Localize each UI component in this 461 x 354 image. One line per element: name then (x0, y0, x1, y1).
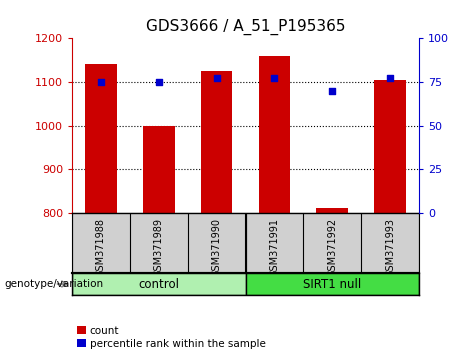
Point (271, 75, 278, 81)
Bar (316, 208, 348, 213)
Legend: count, percentile rank within the sample: count, percentile rank within the sample (77, 326, 266, 349)
Bar (143, 126, 175, 213)
Text: GSM371992: GSM371992 (327, 218, 337, 277)
Bar (85, 64, 117, 213)
Point (329, 88, 336, 93)
Bar (374, 80, 406, 213)
Point (386, 75, 394, 81)
Text: GSM371990: GSM371990 (212, 218, 222, 277)
Point (97, 79, 105, 85)
Text: GSM371988: GSM371988 (96, 218, 106, 277)
Text: GSM371993: GSM371993 (385, 218, 395, 277)
Point (213, 75, 220, 81)
Text: SIRT1 null: SIRT1 null (303, 278, 361, 291)
Point (155, 79, 162, 85)
Text: GSM371991: GSM371991 (269, 218, 279, 277)
Bar (201, 71, 232, 213)
Bar (259, 56, 290, 213)
Text: genotype/variation: genotype/variation (5, 279, 104, 289)
Bar (72, 273, 246, 295)
Title: GDS3666 / A_51_P195365: GDS3666 / A_51_P195365 (146, 19, 345, 35)
Text: GSM371989: GSM371989 (154, 218, 164, 277)
Bar (246, 273, 419, 295)
Text: control: control (138, 278, 179, 291)
